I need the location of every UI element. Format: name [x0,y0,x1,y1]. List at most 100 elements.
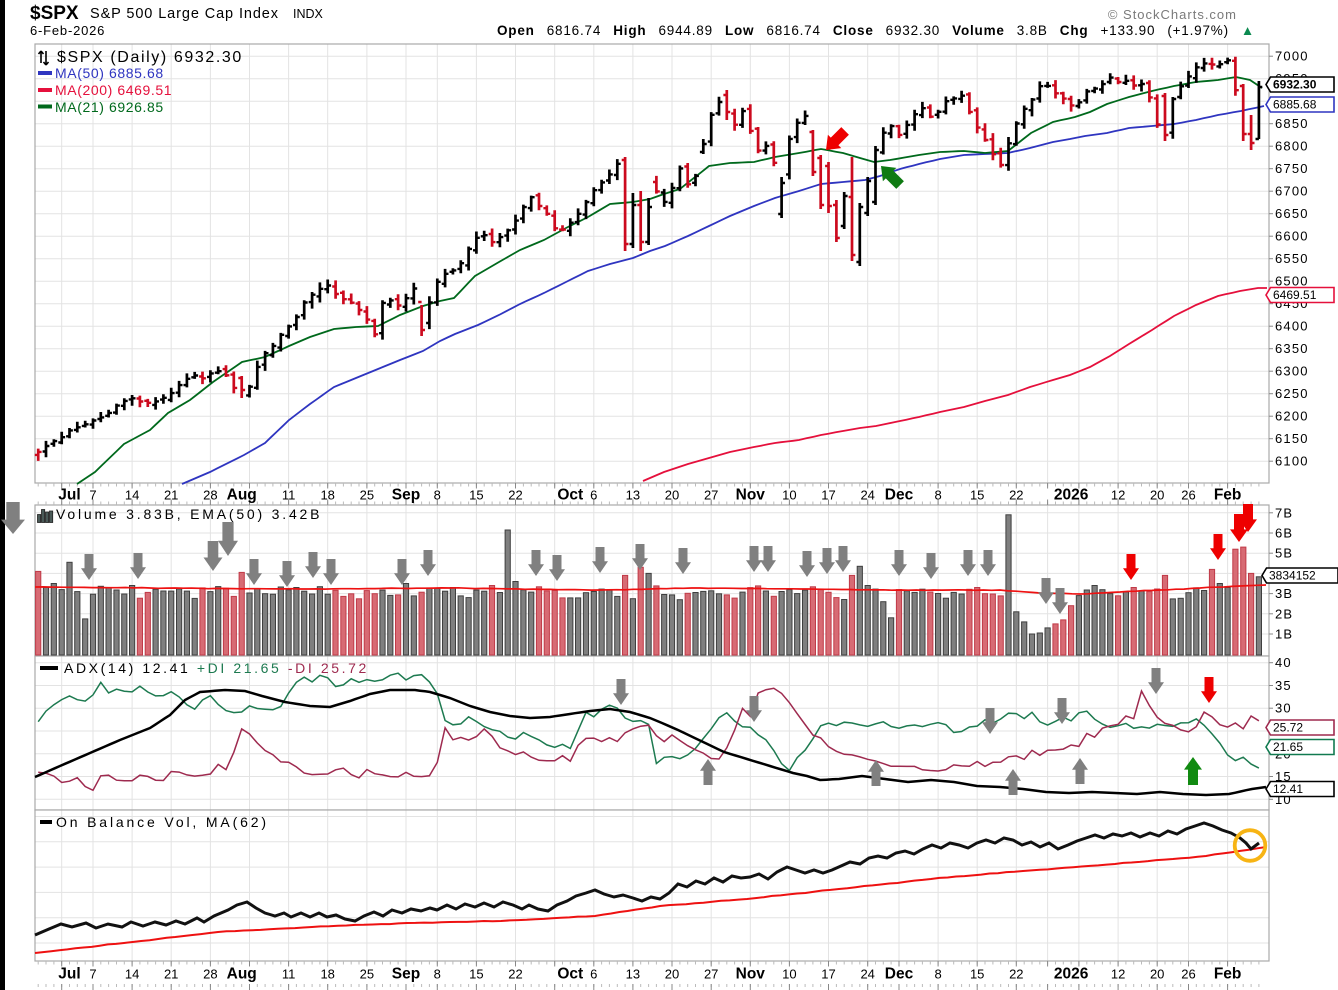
svg-text:8: 8 [934,488,941,503]
svg-text:Jul: Jul [58,966,80,983]
svg-text:Oct: Oct [557,487,583,504]
svg-text:20: 20 [1150,967,1164,982]
svg-text:20: 20 [665,488,679,503]
svg-text:Jul: Jul [58,487,80,504]
svg-text:27: 27 [704,967,718,982]
svg-text:12: 12 [1111,967,1125,982]
svg-text:MA(21) 6926.85: MA(21) 6926.85 [55,99,164,115]
svg-text:6600: 6600 [1275,229,1309,244]
svg-text:28: 28 [203,488,217,503]
svg-text:7: 7 [89,488,96,503]
svg-text:Feb: Feb [1214,966,1242,983]
svg-text:7: 7 [89,967,96,982]
svg-text:On Balance Vol, MA(62): On Balance Vol, MA(62) [56,814,269,830]
svg-text:Volume 3.83B, EMA(50) 3.42B: Volume 3.83B, EMA(50) 3.42B [56,506,322,522]
svg-text:Nov: Nov [736,487,766,504]
svg-text:$SPX: $SPX [30,3,79,24]
svg-text:25.72: 25.72 [1273,721,1303,735]
svg-text:6850: 6850 [1275,116,1309,131]
svg-text:25: 25 [360,967,374,982]
svg-text:INDX: INDX [293,7,324,21]
svg-text:8: 8 [934,967,941,982]
svg-text:14: 14 [125,967,139,982]
svg-text:Dec: Dec [885,966,914,983]
svg-text:6800: 6800 [1275,139,1309,154]
svg-text:S&P 500 Large Cap Index: S&P 500 Large Cap Index [90,6,279,22]
svg-text:35: 35 [1275,678,1292,693]
svg-text:Dec: Dec [885,487,914,504]
svg-text:12: 12 [1111,488,1125,503]
svg-text:20: 20 [1150,488,1164,503]
svg-text:5B: 5B [1275,546,1293,561]
svg-text:26: 26 [1181,967,1195,982]
svg-text:25: 25 [360,488,374,503]
svg-text:6-Feb-2026: 6-Feb-2026 [30,23,105,38]
svg-text:6700: 6700 [1275,184,1309,199]
svg-text:Sep: Sep [392,487,420,504]
svg-text:ADX(14) 12.41 +DI 21.65 -DI 25: ADX(14) 12.41 +DI 21.65 -DI 25.72 [64,660,369,676]
svg-text:Oct: Oct [557,966,583,983]
svg-text:Sep: Sep [392,966,420,983]
svg-text:18: 18 [320,967,334,982]
svg-text:6750: 6750 [1275,161,1309,176]
svg-text:20: 20 [665,967,679,982]
svg-text:15: 15 [970,488,984,503]
svg-text:8: 8 [434,967,441,982]
svg-text:6100: 6100 [1275,454,1309,469]
svg-text:6650: 6650 [1275,206,1309,221]
svg-text:6200: 6200 [1275,409,1309,424]
svg-text:15: 15 [1275,769,1292,784]
svg-text:24: 24 [860,488,874,503]
svg-text:© StockCharts.com: © StockCharts.com [1108,7,1237,22]
svg-text:2026: 2026 [1054,487,1089,504]
svg-text:Aug: Aug [227,966,257,983]
svg-text:6: 6 [590,488,597,503]
svg-text:12.41: 12.41 [1273,782,1303,796]
svg-text:6500: 6500 [1275,274,1309,289]
svg-text:6932.30: 6932.30 [1273,78,1317,92]
svg-text:6: 6 [590,967,597,982]
svg-text:28: 28 [203,967,217,982]
svg-text:26: 26 [1181,488,1195,503]
svg-text:2B: 2B [1275,606,1293,621]
svg-text:27: 27 [704,488,718,503]
svg-text:17: 17 [821,488,835,503]
svg-text:21: 21 [164,488,178,503]
svg-text:6B: 6B [1275,526,1293,541]
svg-text:15: 15 [469,488,483,503]
svg-text:8: 8 [434,488,441,503]
svg-text:22: 22 [1009,488,1023,503]
svg-text:11: 11 [282,488,296,503]
svg-text:3B: 3B [1275,586,1293,601]
svg-text:22: 22 [508,967,522,982]
svg-text:22: 22 [1009,967,1023,982]
svg-text:24: 24 [860,967,874,982]
svg-text:MA(200) 6469.51: MA(200) 6469.51 [55,82,172,98]
svg-text:11: 11 [282,967,296,982]
svg-text:14: 14 [125,488,139,503]
svg-text:Nov: Nov [736,966,766,983]
svg-text:3834152: 3834152 [1269,569,1316,583]
svg-text:18: 18 [320,488,334,503]
svg-text:6885.68: 6885.68 [1273,98,1317,112]
svg-text:Feb: Feb [1214,487,1242,504]
svg-text:21: 21 [164,967,178,982]
svg-text:30: 30 [1275,701,1292,716]
svg-text:15: 15 [469,967,483,982]
svg-text:6250: 6250 [1275,386,1309,401]
svg-text:MA(50) 6885.68: MA(50) 6885.68 [55,65,164,81]
svg-text:13: 13 [626,488,640,503]
svg-text:6550: 6550 [1275,251,1309,266]
svg-text:6469.51: 6469.51 [1273,288,1317,302]
svg-text:21.65: 21.65 [1273,740,1303,754]
svg-text:15: 15 [970,967,984,982]
svg-text:7B: 7B [1275,505,1293,520]
svg-text:Open 6816.74 High 6944.89 Low: Open 6816.74 High 6944.89 Low 6816.74 Cl… [497,23,1255,38]
svg-text:10: 10 [782,488,796,503]
svg-text:7000: 7000 [1275,49,1309,64]
svg-text:1B: 1B [1275,627,1293,642]
svg-text:22: 22 [508,488,522,503]
svg-text:17: 17 [821,967,835,982]
svg-text:2026: 2026 [1054,966,1089,983]
svg-text:40: 40 [1275,655,1292,670]
